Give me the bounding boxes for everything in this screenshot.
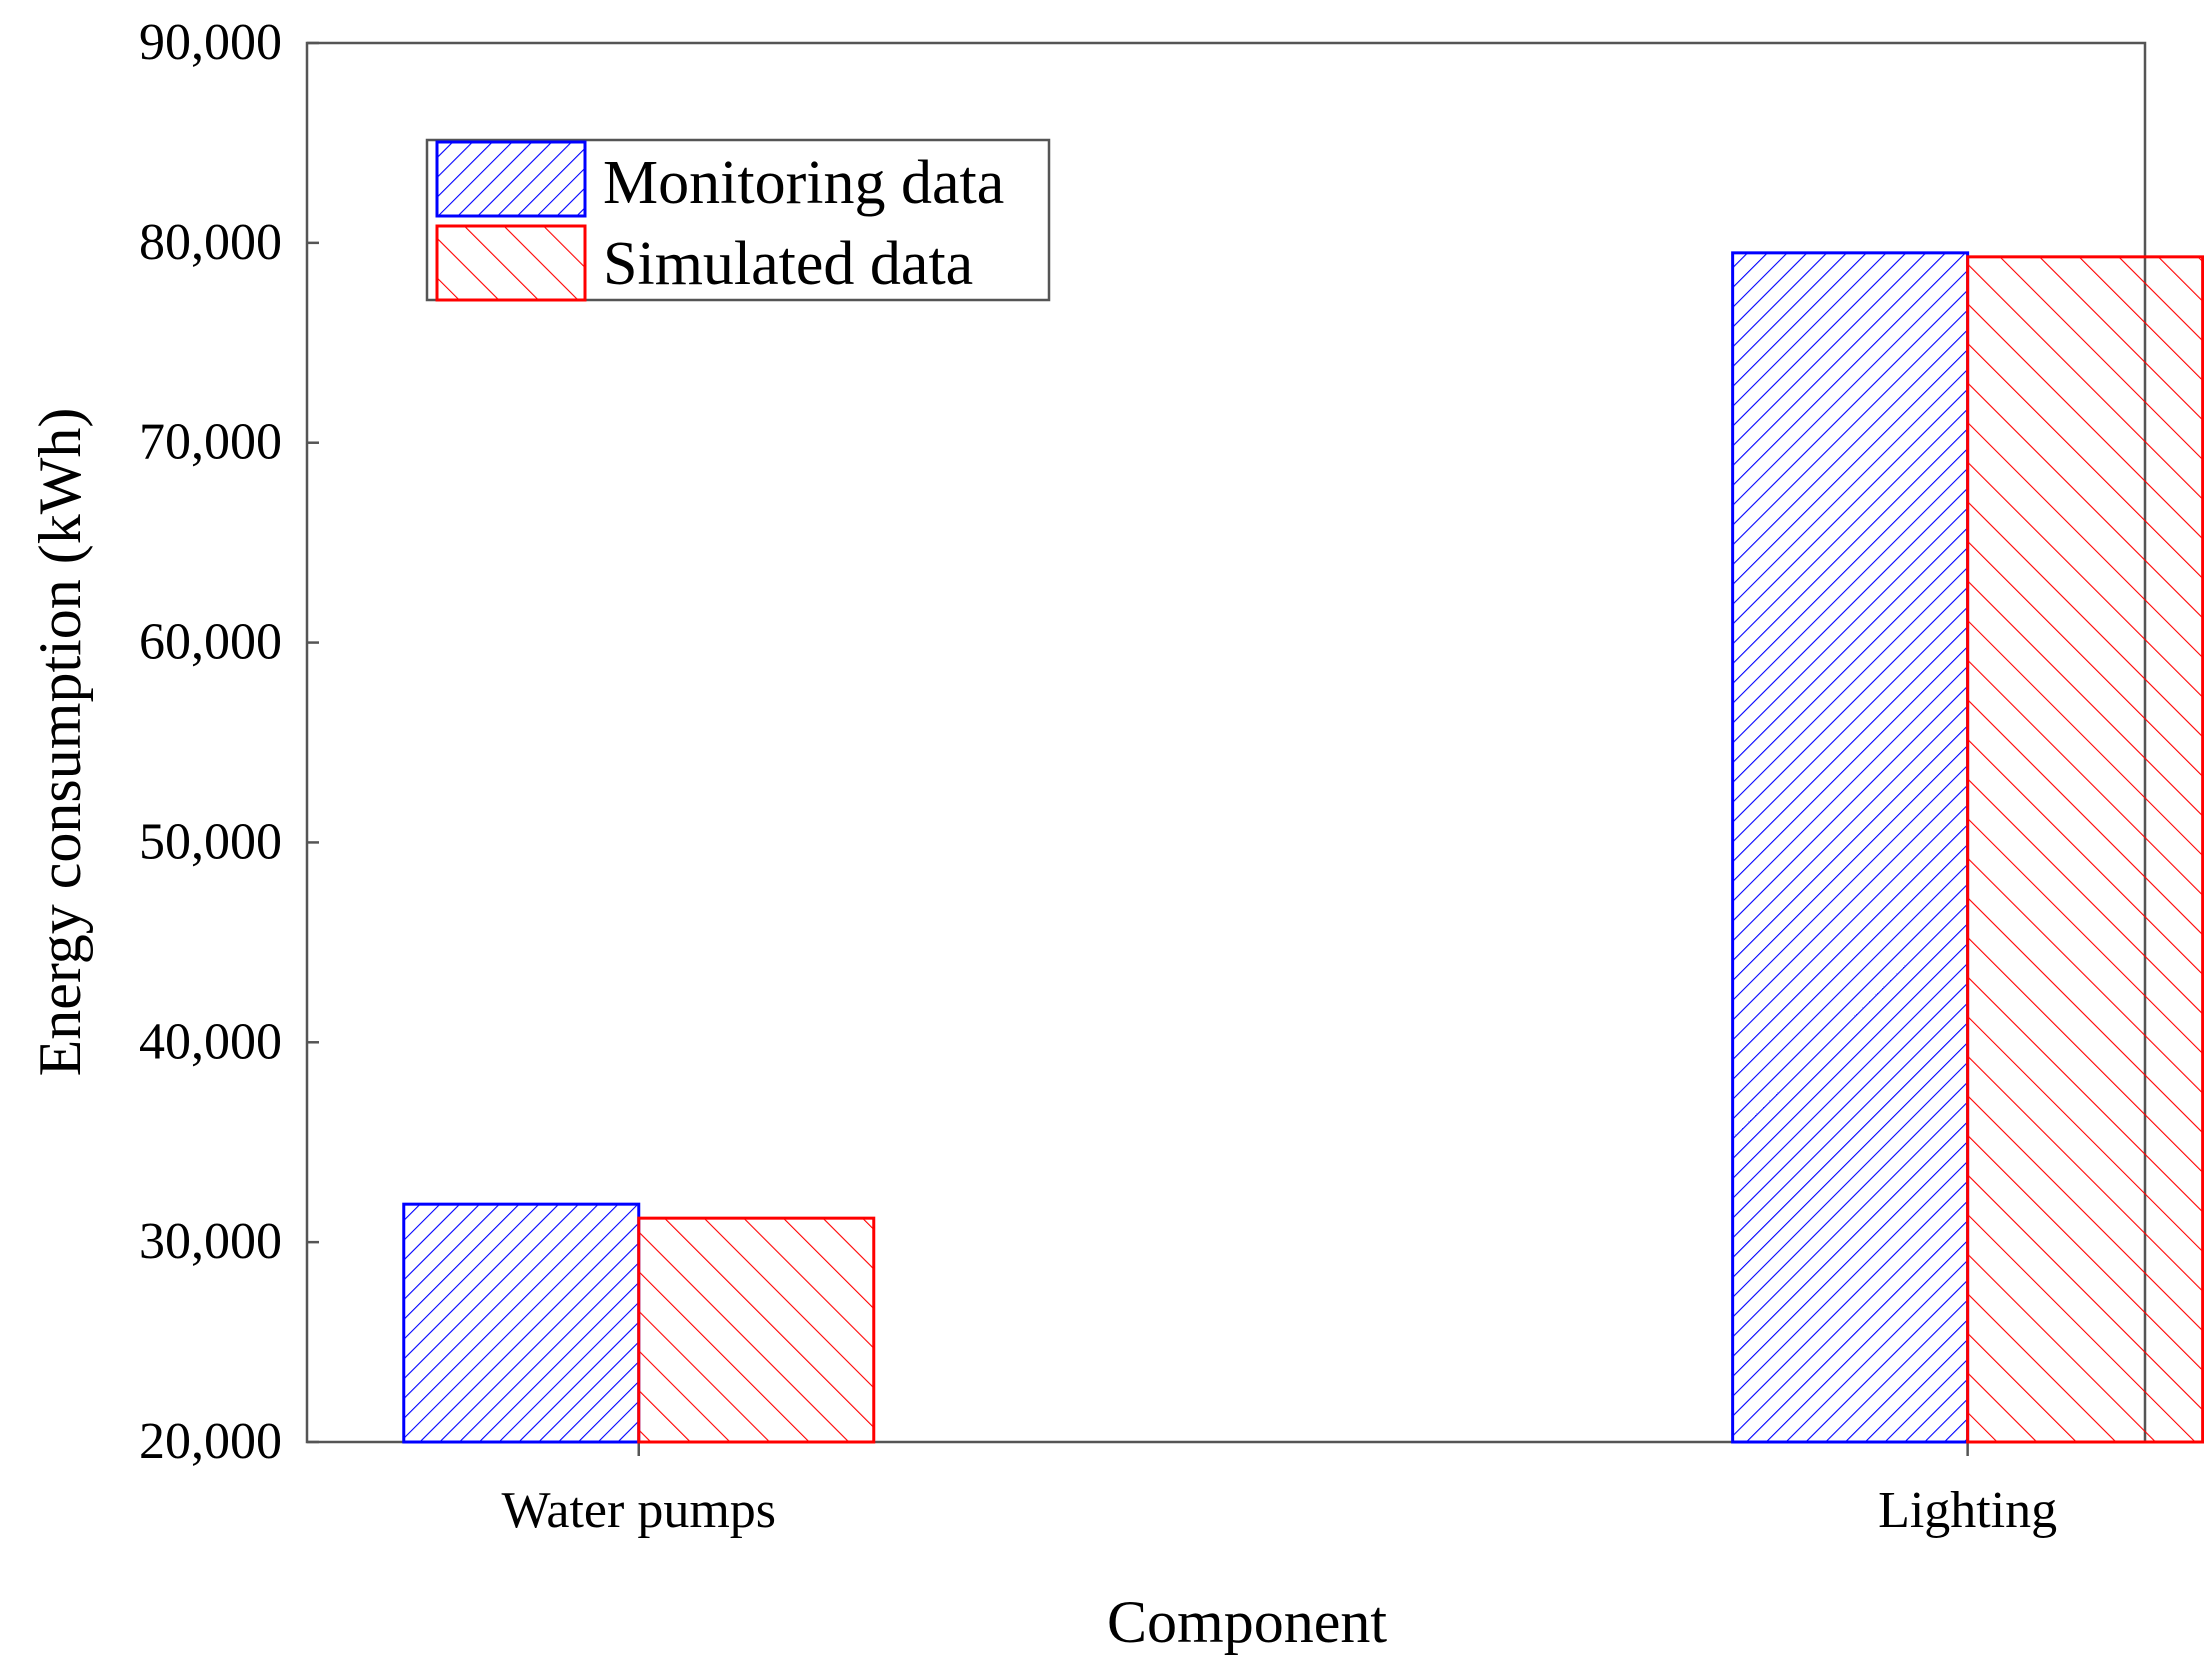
- y-axis-label: Energy consumption (kWh): [27, 408, 93, 1077]
- legend-swatch-simulated: [435, 224, 587, 302]
- y-tick-label: 60,000: [139, 614, 282, 671]
- y-tick-label: 90,000: [139, 14, 282, 71]
- y-tick-label: 50,000: [139, 813, 282, 870]
- y-tick-label: 70,000: [139, 414, 282, 471]
- x-axis-label: Component: [1107, 1589, 1387, 1655]
- x-tick-label: Water pumps: [501, 1482, 776, 1539]
- bar-monitoring-lighting: [1731, 251, 1970, 1444]
- legend: Monitoring data Simulated data: [425, 138, 1051, 302]
- y-tick-label: 20,000: [139, 1413, 282, 1470]
- y-axis: 20,000 30,000 40,000 50,000 60,000 70,000 80,0…: [139, 14, 319, 1470]
- legend-label-monitoring: Monitoring data: [603, 149, 1004, 217]
- legend-swatch-monitoring: [435, 140, 587, 218]
- x-axis: Water pumps Lighting: [501, 1442, 2057, 1539]
- bar-simulated-lighting: [1966, 255, 2204, 1444]
- y-tick-label: 40,000: [139, 1013, 282, 1070]
- bar-simulated-water-pumps: [637, 1216, 876, 1444]
- bar-monitoring-water-pumps: [402, 1202, 641, 1444]
- y-tick-label: 30,000: [139, 1213, 282, 1270]
- bars: [402, 251, 2204, 1444]
- legend-label-simulated: Simulated data: [603, 230, 973, 298]
- x-tick-label: Lighting: [1878, 1482, 2057, 1539]
- y-tick-label: 80,000: [139, 214, 282, 271]
